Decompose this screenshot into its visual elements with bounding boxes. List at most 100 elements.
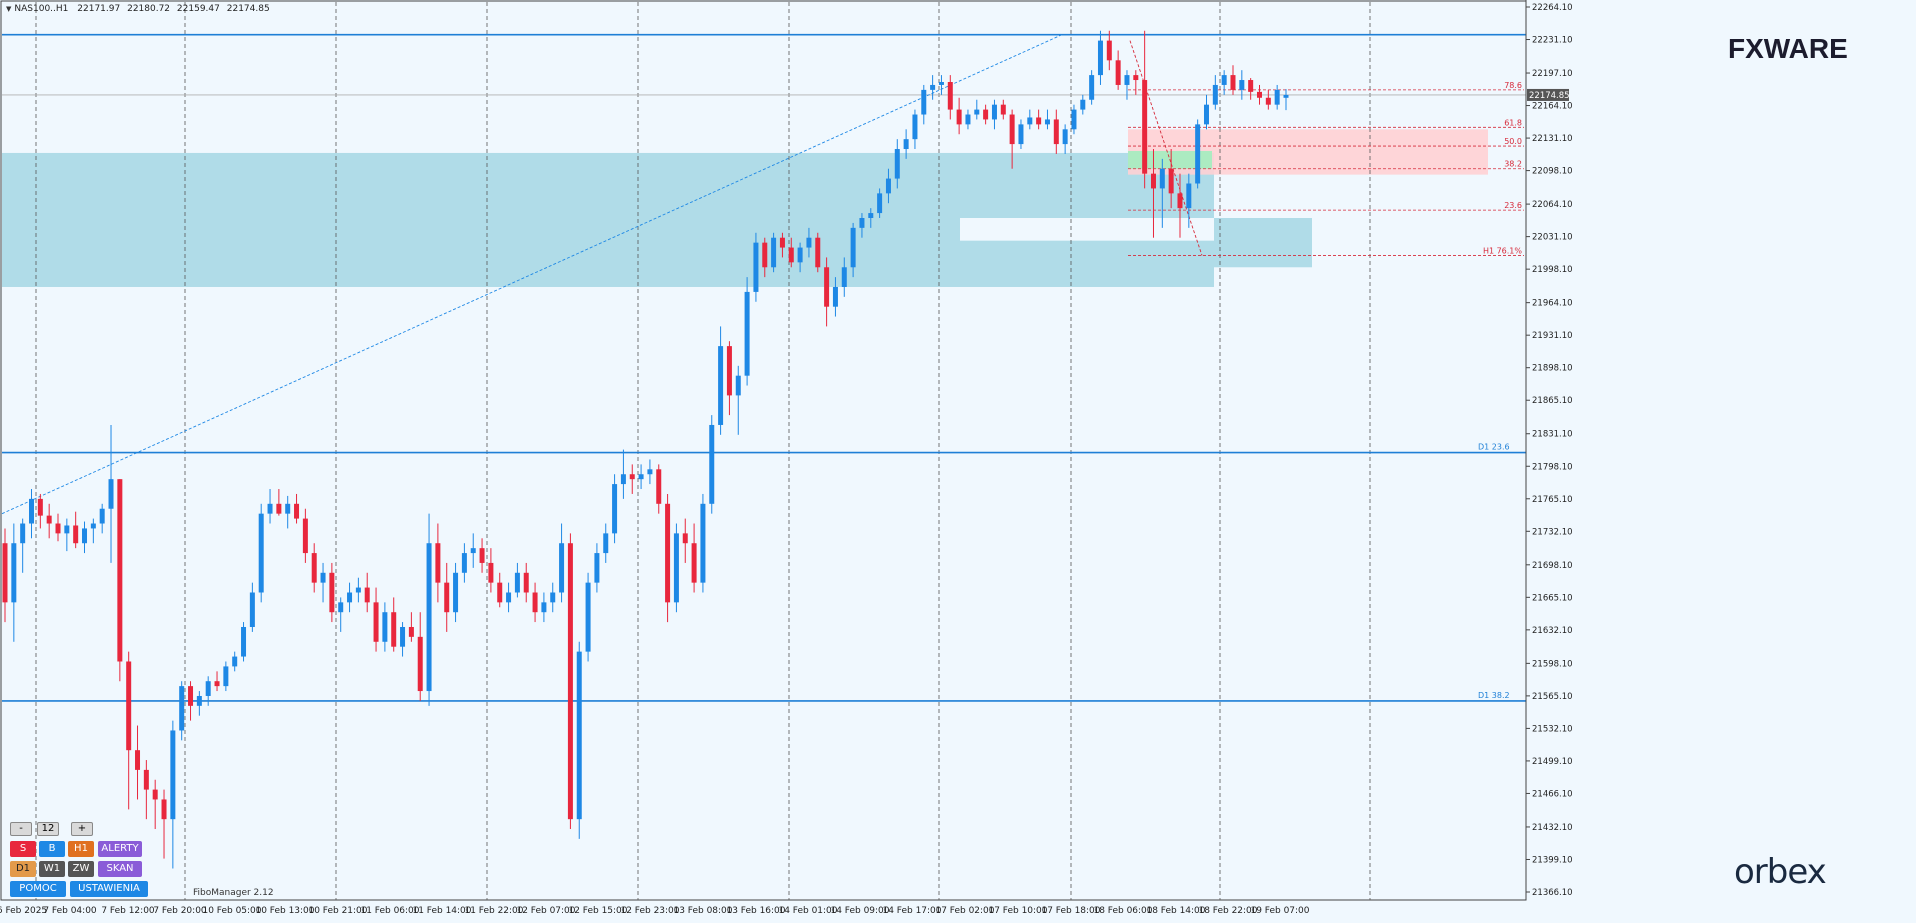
fib-level-label: 50.0 bbox=[1504, 137, 1522, 146]
increase-button[interactable]: + bbox=[71, 822, 93, 836]
time-tick-label: 11 Feb 06:00 bbox=[360, 906, 419, 916]
candle-body bbox=[859, 218, 865, 228]
candle-body bbox=[355, 587, 361, 593]
price-tick-label: 21831.10 bbox=[1532, 430, 1573, 440]
candle-body bbox=[347, 592, 353, 603]
candle-body bbox=[329, 572, 335, 613]
time-tick-label: 13 Feb 08:00 bbox=[673, 906, 732, 916]
zw-button[interactable]: ZW bbox=[68, 861, 94, 877]
candle-body bbox=[1133, 75, 1139, 81]
candle-body bbox=[64, 525, 70, 534]
candle-body bbox=[453, 572, 459, 613]
candle-body bbox=[241, 626, 247, 657]
candle-body bbox=[20, 523, 26, 544]
candle-body bbox=[1150, 173, 1156, 189]
buy-button[interactable]: B bbox=[39, 841, 65, 857]
candle-body bbox=[302, 518, 308, 554]
decrease-button[interactable]: - bbox=[10, 822, 32, 836]
candle-body bbox=[391, 612, 397, 647]
time-tick-label: 17 Feb 02:00 bbox=[935, 906, 994, 916]
price-tick-label: 21931.10 bbox=[1532, 331, 1573, 341]
candle-body bbox=[1283, 94, 1289, 98]
candle-body bbox=[532, 592, 538, 613]
candle-body bbox=[214, 681, 220, 687]
candle-body bbox=[479, 548, 485, 563]
alerts-button[interactable]: ALERTY bbox=[98, 841, 142, 857]
candle-body bbox=[117, 479, 123, 662]
candle-body bbox=[1212, 84, 1218, 105]
fib-level-label: 38.2 bbox=[1504, 160, 1522, 169]
candle-body bbox=[779, 237, 785, 248]
candle-body bbox=[1177, 193, 1183, 209]
candle-body bbox=[514, 572, 520, 593]
candle-body bbox=[1248, 80, 1254, 92]
candle-body bbox=[364, 587, 370, 603]
time-tick-label: 18 Feb 06:00 bbox=[1093, 906, 1152, 916]
candle-body bbox=[258, 513, 264, 593]
help-button[interactable]: POMOC bbox=[10, 881, 66, 897]
candle-body bbox=[841, 267, 847, 287]
price-tick-label: 21366.10 bbox=[1532, 888, 1573, 898]
candle-body bbox=[1221, 75, 1227, 85]
current-price-label: 22174.85 bbox=[1529, 91, 1570, 101]
collapse-triangle-icon[interactable]: ▼ bbox=[6, 5, 12, 13]
ohlc-high: 22180.72 bbox=[127, 4, 171, 14]
time-tick-label: 18 Feb 14:00 bbox=[1146, 906, 1205, 916]
candle-body bbox=[991, 104, 997, 120]
candle-body bbox=[320, 572, 326, 583]
time-tick-label: 14 Feb 17:00 bbox=[882, 906, 941, 916]
candle-body bbox=[294, 503, 300, 519]
time-tick-label: 14 Feb 09:00 bbox=[830, 906, 889, 916]
candle-body bbox=[1203, 104, 1209, 125]
time-tick-label: 12 Feb 15:00 bbox=[568, 906, 627, 916]
candle-body bbox=[603, 533, 609, 554]
candle-body bbox=[629, 474, 635, 480]
price-tick-label: 22031.10 bbox=[1532, 233, 1573, 243]
candle-body bbox=[647, 469, 653, 475]
candle-body bbox=[1256, 91, 1262, 98]
candle-body bbox=[877, 193, 883, 214]
candle-body bbox=[99, 508, 105, 524]
candle-body bbox=[196, 695, 202, 706]
current-price-tag bbox=[1527, 88, 1569, 101]
price-tick-label: 22098.10 bbox=[1532, 167, 1573, 177]
price-tick-label: 21532.10 bbox=[1532, 724, 1573, 734]
candle-body bbox=[1230, 75, 1236, 90]
candle-body bbox=[311, 553, 317, 583]
candle-body bbox=[435, 543, 441, 583]
candle-body bbox=[824, 267, 830, 307]
candle-body bbox=[285, 503, 291, 514]
candle-body bbox=[506, 592, 512, 603]
timeframe-d1-button[interactable]: D1 bbox=[10, 861, 36, 877]
candle-body bbox=[444, 582, 450, 613]
candle-body bbox=[1168, 168, 1174, 194]
price-tick-label: 21732.10 bbox=[1532, 527, 1573, 537]
price-tick-label: 22231.10 bbox=[1532, 36, 1573, 46]
timeframe-h1-button[interactable]: H1 bbox=[68, 841, 94, 857]
time-tick-label: 19 Feb 07:00 bbox=[1250, 906, 1309, 916]
candle-body bbox=[90, 523, 96, 529]
settings-button[interactable]: USTAWIENIA bbox=[70, 881, 148, 897]
candle-body bbox=[1080, 99, 1086, 110]
time-tick-label: 17 Feb 10:00 bbox=[988, 906, 1047, 916]
candle-body bbox=[461, 553, 467, 573]
candle-body bbox=[638, 474, 644, 480]
candle-body bbox=[567, 543, 573, 820]
time-tick-label: 12 Feb 07:00 bbox=[516, 906, 575, 916]
sell-button[interactable]: S bbox=[10, 841, 36, 857]
candle-body bbox=[55, 523, 61, 534]
price-tick-label: 21898.10 bbox=[1532, 364, 1573, 374]
candle-body bbox=[249, 592, 255, 627]
count-field[interactable]: 12 bbox=[37, 822, 59, 836]
fib-level-label: H1 76.1% bbox=[1483, 246, 1522, 255]
candle-body bbox=[550, 592, 556, 603]
price-tick-label: 21399.10 bbox=[1532, 855, 1573, 865]
candle-body bbox=[930, 84, 936, 90]
candle-body bbox=[152, 789, 158, 800]
scan-button[interactable]: SKAN bbox=[98, 861, 142, 877]
timeframe-w1-button[interactable]: W1 bbox=[39, 861, 65, 877]
candle-body bbox=[417, 636, 423, 692]
candle-body bbox=[1274, 89, 1280, 105]
zone-gap bbox=[960, 218, 1214, 241]
